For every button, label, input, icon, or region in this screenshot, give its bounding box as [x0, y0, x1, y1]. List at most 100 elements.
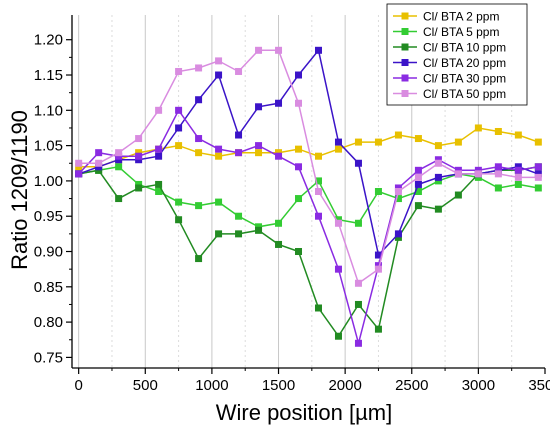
data-point: [394, 131, 402, 139]
legend-label: Cl/ BTA 10 ppm: [423, 41, 506, 55]
data-point: [295, 71, 303, 79]
legend-label: Cl/ BTA 2 ppm: [423, 10, 499, 24]
data-point: [175, 216, 183, 224]
data-point: [374, 262, 382, 270]
data-point: [155, 106, 163, 114]
x-tick-label: 2000: [328, 377, 361, 394]
data-point: [215, 71, 223, 79]
data-point: [394, 184, 402, 192]
series-layer: [75, 46, 542, 347]
data-point: [295, 99, 303, 107]
data-point: [354, 300, 362, 308]
legend-item: Cl/ BTA 2 ppm: [393, 10, 499, 24]
y-tick-label: 1.10: [34, 102, 63, 119]
data-point: [514, 180, 522, 188]
x-axis-label: Wire position [µm]: [216, 400, 393, 425]
data-point: [95, 159, 103, 167]
data-point: [215, 145, 223, 153]
data-point: [414, 202, 422, 210]
data-point: [454, 191, 462, 199]
data-point: [434, 156, 442, 164]
data-point: [534, 170, 542, 178]
data-point: [235, 149, 243, 157]
data-point: [334, 332, 342, 340]
data-point: [534, 184, 542, 192]
data-point: [314, 212, 322, 220]
data-point: [135, 180, 143, 188]
legend-label: Cl/ BTA 20 ppm: [423, 56, 506, 70]
data-point: [374, 138, 382, 146]
y-tick-label: 0.75: [34, 349, 63, 366]
data-point: [235, 230, 243, 238]
series-6: [75, 46, 542, 287]
data-point: [374, 325, 382, 333]
data-point: [95, 149, 103, 157]
data-point: [215, 198, 223, 206]
legend-item: Cl/ BTA 10 ppm: [393, 41, 506, 55]
data-point: [474, 170, 482, 178]
data-point: [275, 219, 283, 227]
data-point: [115, 195, 123, 203]
data-point: [414, 166, 422, 174]
data-point: [414, 173, 422, 181]
data-point: [494, 170, 502, 178]
legend-item: Cl/ BTA 5 ppm: [393, 25, 499, 39]
legend-item: Cl/ BTA 20 ppm: [393, 56, 506, 70]
data-point: [434, 205, 442, 213]
data-point: [494, 184, 502, 192]
data-point: [95, 163, 103, 171]
x-tick-label: 3000: [462, 377, 495, 394]
data-point: [314, 46, 322, 54]
data-point: [255, 46, 263, 54]
data-point: [534, 173, 542, 181]
data-point: [334, 219, 342, 227]
y-axis-label: Ratio 1209/1190: [7, 110, 32, 270]
data-point: [334, 138, 342, 146]
data-point: [295, 248, 303, 256]
data-point: [414, 180, 422, 188]
legend-item: Cl/ BTA 30 ppm: [393, 72, 506, 86]
data-point: [295, 195, 303, 203]
x-tick-label: 1500: [262, 377, 295, 394]
legend-label: Cl/ BTA 50 ppm: [423, 87, 506, 101]
y-tick-label: 0.90: [34, 244, 63, 261]
data-point: [354, 219, 362, 227]
data-point: [434, 142, 442, 150]
data-point: [195, 255, 203, 263]
data-point: [75, 159, 83, 167]
data-point: [195, 202, 203, 210]
data-point: [354, 339, 362, 347]
data-point: [115, 152, 123, 160]
data-point: [195, 135, 203, 143]
data-point: [115, 149, 123, 157]
data-point: [175, 106, 183, 114]
data-point: [494, 163, 502, 171]
data-point: [374, 251, 382, 259]
data-point: [155, 180, 163, 188]
y-tick-label: 0.80: [34, 314, 63, 331]
data-point: [155, 188, 163, 195]
data-point: [374, 188, 382, 195]
data-point: [514, 166, 522, 174]
data-point: [334, 145, 342, 153]
data-point: [115, 163, 123, 171]
data-point: [394, 233, 402, 241]
data-point: [474, 166, 482, 174]
data-point: [175, 142, 183, 150]
data-point: [75, 170, 83, 178]
x-tick-label: 500: [133, 377, 158, 394]
data-point: [195, 149, 203, 157]
data-point: [534, 163, 542, 171]
legend-swatch-marker: [401, 74, 409, 82]
data-point: [235, 212, 243, 220]
data-point: [215, 57, 223, 65]
data-point: [135, 149, 143, 157]
axes: [71, 15, 545, 369]
data-point: [514, 131, 522, 139]
data-point: [414, 135, 422, 143]
data-point: [394, 188, 402, 195]
data-point: [255, 142, 263, 150]
data-point: [135, 152, 143, 160]
